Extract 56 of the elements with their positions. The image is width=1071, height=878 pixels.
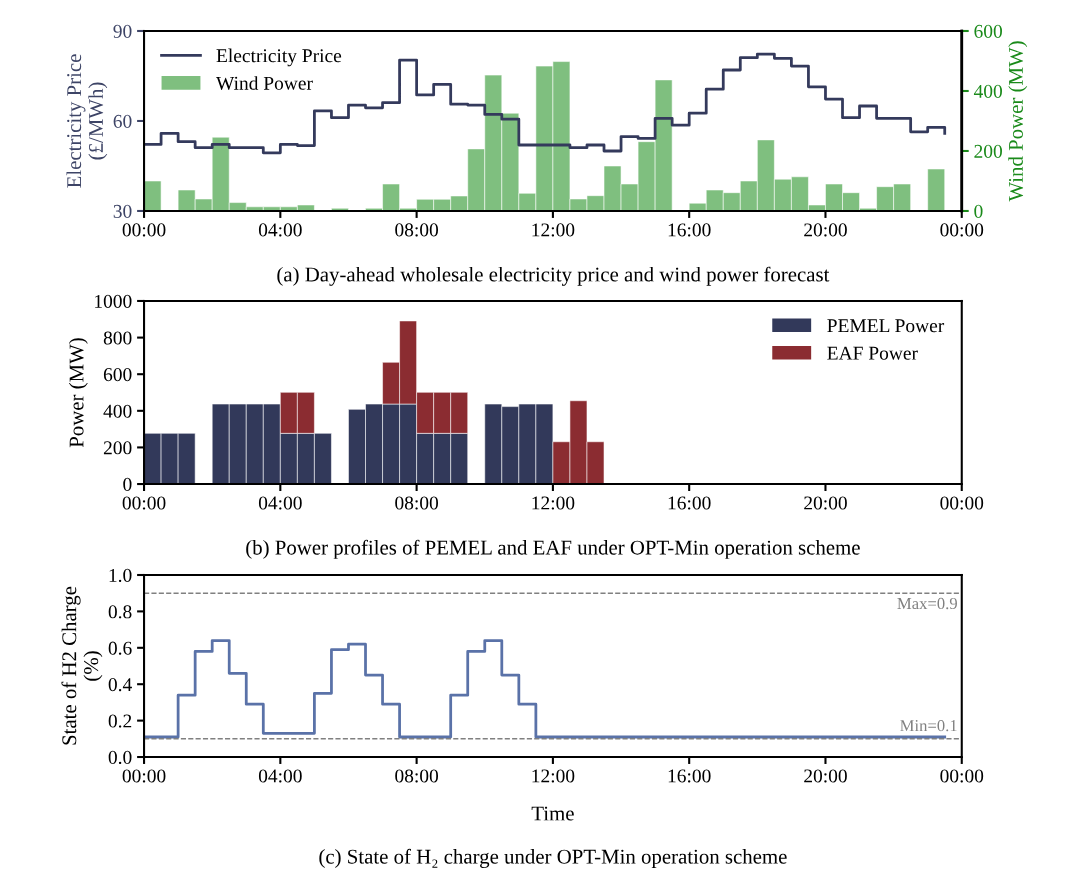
y-tick-label: 600 [103,368,132,382]
x-tick-label: 00:00 [940,223,984,237]
x-tick-label: 20:00 [804,769,847,783]
legend-label: Wind Power [216,76,313,90]
y2-tick-label: 400 [973,84,1002,98]
text: (c) State of H₂ charge under OPT-Min operation scheme [319,848,787,868]
ref-line-label: Min=0.1 [900,720,957,732]
x-tick-label: 00:00 [940,769,984,783]
x-tick-label: 08:00 [395,223,439,237]
x-tick-label: 16:00 [668,769,711,783]
y-tick-label: 60 [113,114,132,128]
y-tick-label: 0.2 [108,714,132,728]
x-tick-label: 20:00 [804,223,847,237]
x-tick-label: 12:00 [532,769,575,783]
bar [144,180,162,211]
y-tick-label: 800 [103,331,132,345]
legend-label: EAF Power [827,346,918,360]
y-tick-label: 200 [103,441,132,455]
y-axis-title: Electricity Price (£/MWh) [66,54,108,188]
x-tick-label: 00:00 [122,769,166,783]
y-tick-label: 0.8 [108,605,132,619]
y2-tick-label: 0 [974,204,983,218]
y-tick-label: 400 [103,404,132,418]
x-tick-label: 12:00 [532,223,575,237]
x-tick-label: 08:00 [395,496,439,510]
x-tick-label: 00:00 [940,496,984,510]
legend-label: Electricity Price [216,48,342,67]
text: (a) Day-ahead wholesale electricity price and wind power forecast [277,266,830,286]
x-tick-label: 12:00 [532,496,575,510]
y-tick-label: 0.0 [108,750,132,765]
y-tick-label: 0.6 [108,641,132,655]
y-tick-label: 1000 [95,294,132,308]
y-tick-label: 90 [113,24,132,38]
text: (b) Power profiles of PEMEL and EAF under OPT-Min operation scheme [246,539,860,559]
x-tick-label: 04:00 [258,223,302,237]
x-tick-label: 00:00 [122,496,166,510]
x-tick-label: 00:00 [122,223,166,237]
x-tick-label: 08:00 [395,769,439,783]
y-tick-label: 1.0 [109,568,132,583]
bar [927,168,945,211]
y-tick-label: 0.4 [108,678,132,692]
y2-tick-label: 200 [974,144,1002,158]
x-axis-title: Time [531,806,574,821]
y-tick-label: 30 [113,204,132,218]
legend-label: PEMEL Power [827,319,945,333]
x-tick-label: 16:00 [668,496,711,510]
y2-tick-label: 600 [974,24,1002,38]
y-axis-title: Power (MW) [68,338,88,448]
x-tick-label: 20:00 [804,496,847,510]
ref-line-label: Max=0.9 [897,597,957,610]
x-tick-label: 04:00 [258,496,302,510]
y-tick-label: 0 [123,477,132,491]
x-tick-label: 16:00 [668,223,711,237]
y-axis-title: State of H2 Charge (%) [61,586,103,745]
x-tick-label: 04:00 [258,769,302,783]
y2-axis-title: Wind Power (MW) [1008,41,1028,202]
